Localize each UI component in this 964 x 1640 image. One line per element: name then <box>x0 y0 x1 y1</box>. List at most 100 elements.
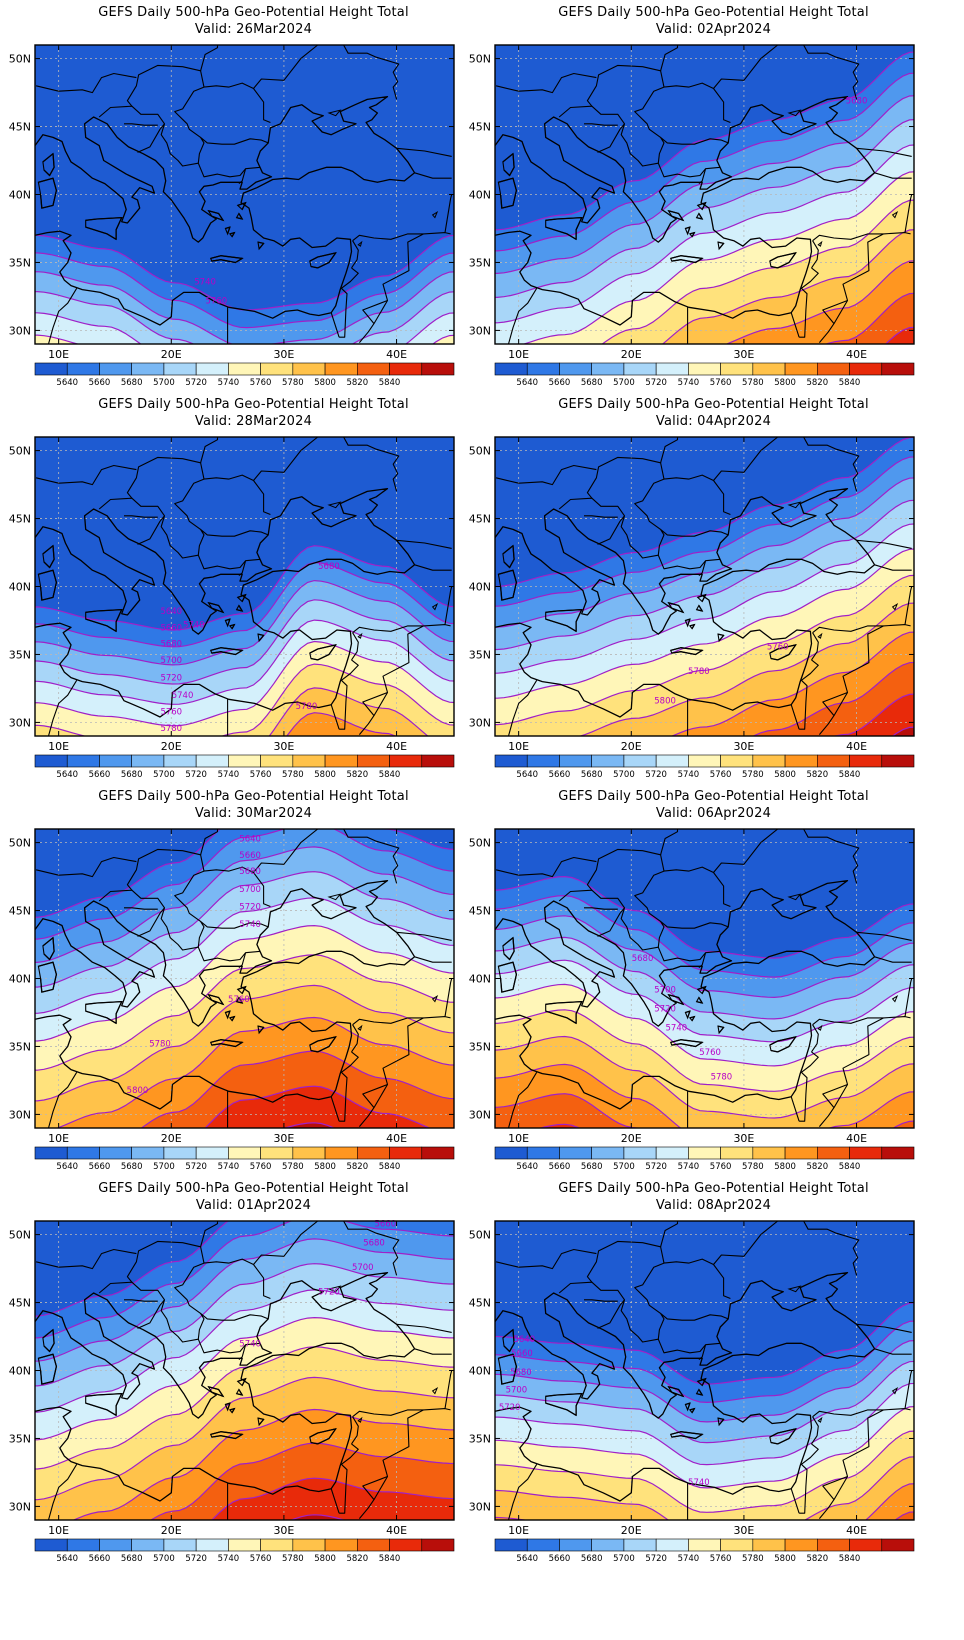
colorbar-swatch <box>260 754 294 768</box>
country-border <box>874 956 912 963</box>
colorbar: 5640 5660 5680 5700 5720 5740 5760 5780 5800 5820… <box>494 1146 915 1172</box>
island-outline <box>37 961 57 993</box>
colorbar-swatch <box>389 754 423 768</box>
panel-valid-date: Valid: 08Apr2024 <box>655 1198 772 1213</box>
height-contour <box>35 271 454 344</box>
longitude-tick-label: 10E <box>48 1524 69 1537</box>
latitude-tick-label: 40N <box>9 581 31 594</box>
coastline <box>495 487 876 718</box>
latitude-tick-label: 35N <box>9 648 31 661</box>
country-border <box>124 1299 158 1302</box>
colorbar-label: 5720 <box>185 770 207 780</box>
colorbar-swatch <box>817 1538 850 1552</box>
colorbar-label: 5740 <box>678 1162 700 1172</box>
contour-label: 5720 <box>654 1004 676 1014</box>
country-border <box>586 848 665 891</box>
island-outline <box>228 231 236 238</box>
colorbar-label: 5800 <box>774 1162 796 1172</box>
country-border <box>657 920 729 948</box>
country-border <box>790 1096 800 1122</box>
country-border <box>812 624 911 634</box>
colorbar-label: 5820 <box>346 770 368 780</box>
colorbar-label: 5800 <box>314 1162 336 1172</box>
colorbar-swatch <box>99 362 132 376</box>
colorbar-swatch <box>421 362 455 376</box>
colorbar-label: 5780 <box>282 378 304 388</box>
colorbar-swatch <box>66 1146 100 1160</box>
island-outline <box>85 1392 123 1417</box>
colorbar-swatch <box>421 1538 455 1552</box>
island-outline <box>545 1392 583 1417</box>
lake-outline <box>357 1416 363 1423</box>
colorbar-swatch <box>623 754 657 768</box>
island-outline <box>257 633 265 643</box>
country-border <box>200 45 219 71</box>
colorbar-swatch <box>655 754 689 768</box>
height-contour <box>495 574 914 726</box>
colorbar-swatch <box>494 1538 528 1552</box>
colorbar-label: 5820 <box>806 378 828 388</box>
island-outline <box>42 1328 55 1353</box>
country-border <box>833 1476 848 1500</box>
latitude-tick-label: 40N <box>9 189 31 202</box>
colorbar-label: 5660 <box>549 1554 571 1564</box>
colorbar-label: 5820 <box>346 1162 368 1172</box>
island-outline <box>228 1407 236 1414</box>
country-border <box>660 437 679 463</box>
contour-label: 5760 <box>228 995 250 1005</box>
colorbar-swatch <box>720 754 754 768</box>
island-outline <box>502 1328 515 1353</box>
country-border <box>352 624 451 634</box>
lake-outline <box>787 893 802 901</box>
country-border <box>657 136 729 164</box>
height-band <box>35 312 454 344</box>
latitude-tick-label: 35N <box>9 1432 31 1445</box>
height-band <box>484 1572 926 1640</box>
island-outline <box>257 1025 265 1035</box>
country-border <box>495 464 597 486</box>
panel-valid-date: Valid: 26Mar2024 <box>194 22 313 37</box>
latitude-tick-label: 50N <box>469 53 491 66</box>
latitude-tick-label: 45N <box>469 121 491 134</box>
latitude-tick-label: 50N <box>9 53 31 66</box>
contour-label: 5680 <box>632 954 654 964</box>
island-outline <box>545 1000 583 1025</box>
country-border <box>396 1323 452 1333</box>
colorbar-label: 5680 <box>121 378 143 388</box>
country-border <box>124 907 158 910</box>
colorbar-swatch <box>195 362 229 376</box>
height-contour <box>495 51 914 231</box>
colorbar-label: 5800 <box>774 1554 796 1564</box>
height-contour <box>495 1093 914 1128</box>
latitude-tick-label: 50N <box>9 445 31 458</box>
latitude-tick-label: 40N <box>9 973 31 986</box>
height-contour <box>495 548 914 699</box>
country-border <box>634 82 731 138</box>
height-contour <box>495 1382 914 1466</box>
country-border <box>174 82 271 138</box>
contour-label: 5740 <box>688 1478 710 1488</box>
contour-label: 5680 <box>160 640 182 650</box>
country-border <box>343 829 400 884</box>
latitude-tick-label: 40N <box>469 189 491 202</box>
map-panel: GEFS Daily 500-hPa Geo-Potential Height … <box>460 0 932 410</box>
height-contour <box>35 290 454 344</box>
country-border <box>373 300 388 324</box>
country-border <box>507 1464 538 1520</box>
height-contour <box>35 924 454 1042</box>
country-border <box>137 515 165 545</box>
island-outline <box>545 608 583 633</box>
island-outline <box>684 226 691 236</box>
country-border <box>137 123 165 153</box>
country-border <box>833 1084 848 1108</box>
country-border <box>874 564 912 571</box>
colorbar-swatch <box>260 1146 294 1160</box>
contour-label: 5680 <box>363 1239 385 1249</box>
island-outline <box>85 1000 123 1025</box>
island-outline <box>688 1407 696 1414</box>
colorbar-label: 5820 <box>806 1554 828 1564</box>
height-contour <box>495 144 914 324</box>
colorbar-label: 5700 <box>153 1554 175 1564</box>
height-contour <box>35 252 454 329</box>
island-outline <box>667 601 685 614</box>
